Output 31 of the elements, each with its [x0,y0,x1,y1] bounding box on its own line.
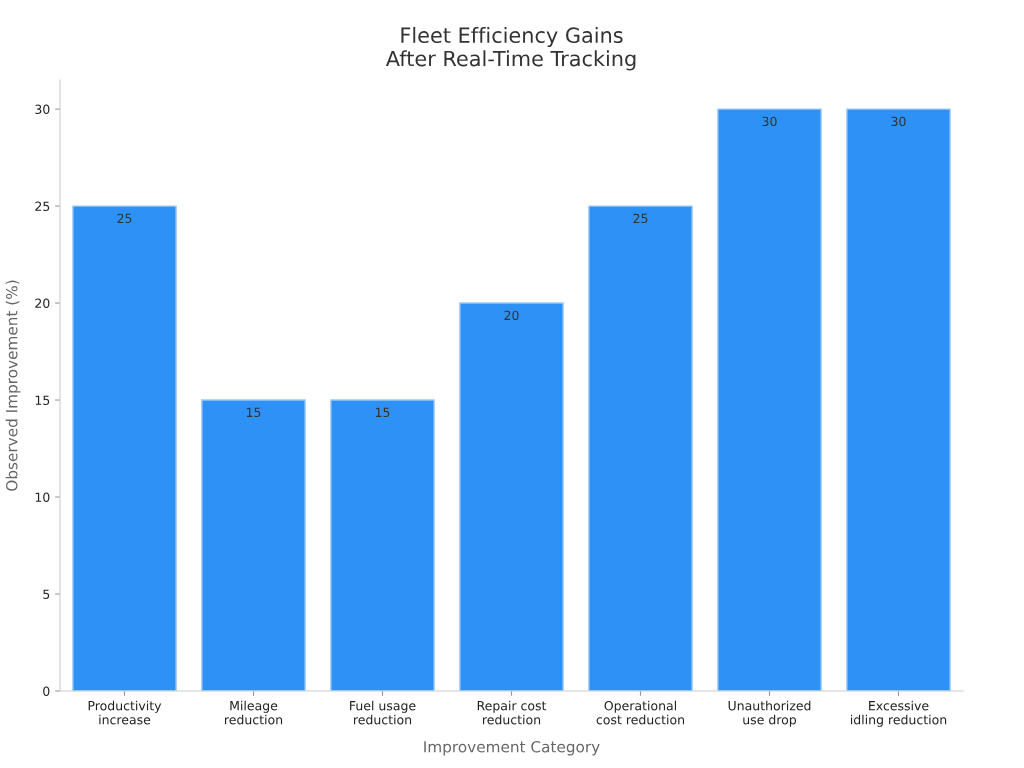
bar [72,205,177,691]
bar [459,302,564,691]
x-tick-label: Repair cost reduction [477,700,547,725]
x-tick-label: Productivity increase [88,700,162,725]
y-tick-label: 5 [43,589,50,599]
data-label: 25 [633,213,648,224]
y-tick-label: 10 [35,492,50,502]
x-tick-label: Mileage reduction [225,700,283,725]
data-label: 15 [246,407,261,418]
data-label: 30 [762,116,777,127]
chart-title: Fleet Efficiency Gains After Real-Time Tracking [385,26,636,71]
data-label: 20 [504,310,519,321]
x-tick-label: Operational cost reduction [596,700,684,725]
x-axis-title: Improvement Category [424,740,600,756]
data-label: 30 [891,116,906,127]
y-tick-label: 15 [35,395,50,405]
x-tick-label: Excessive idling reduction [850,700,947,727]
x-tick-label: Unauthorized use drop [728,700,811,727]
bar [846,108,951,691]
y-tick-label: 25 [35,201,50,212]
data-label: 15 [375,407,390,418]
y-tick-label: 20 [35,298,50,308]
y-tick-label: 30 [35,104,50,115]
bar [717,108,822,691]
y-axis-title: Observed Improvement (%) [5,280,21,491]
x-tick-label: Fuel usage reduction [350,700,416,725]
y-tick-label: 0 [43,686,50,696]
data-label: 25 [117,213,132,224]
bar [330,399,435,691]
bar [201,399,306,691]
bar [588,205,693,691]
